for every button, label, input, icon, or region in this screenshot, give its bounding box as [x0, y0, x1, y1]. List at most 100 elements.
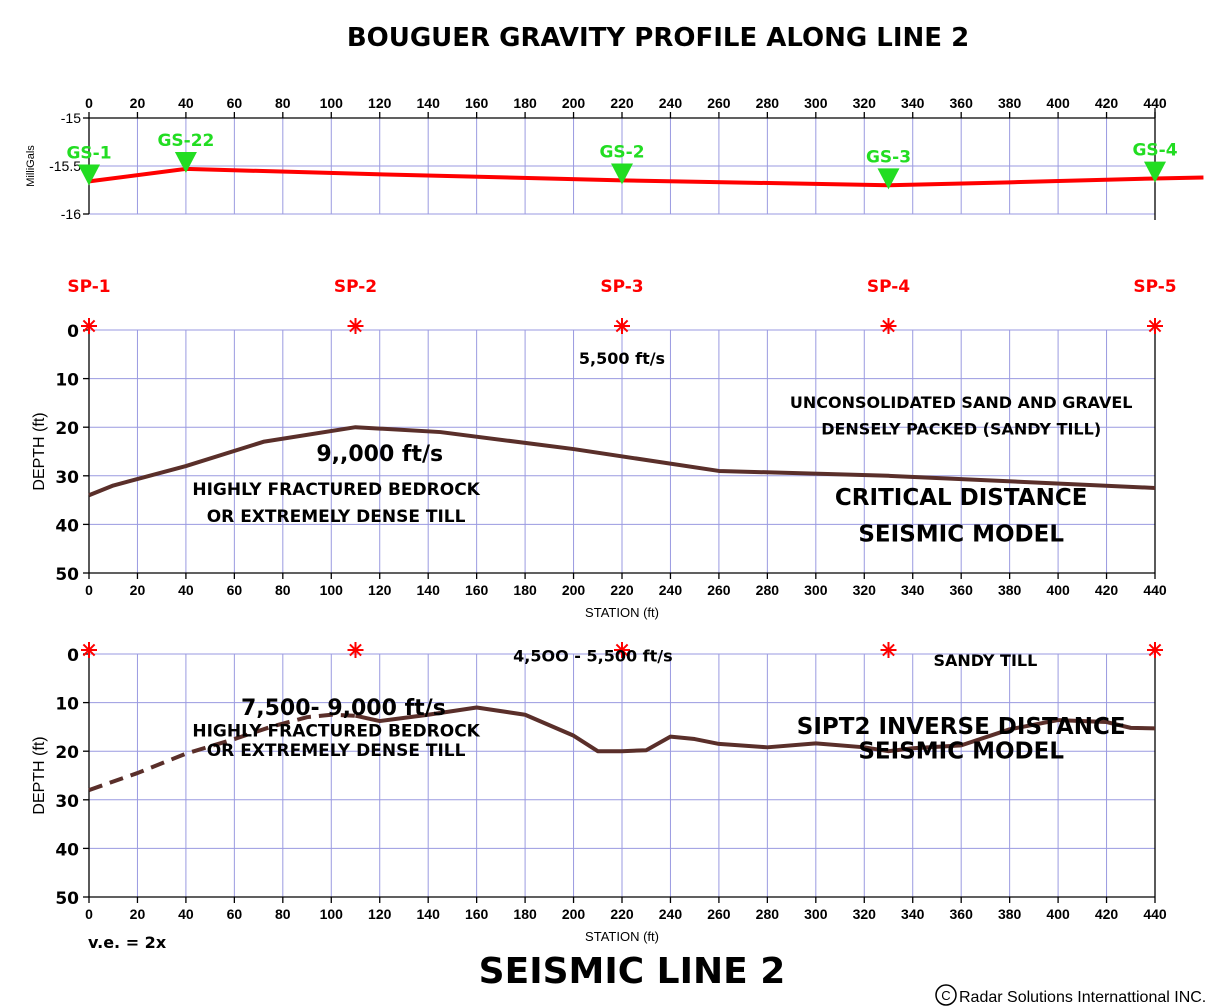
- shotpoint-marker: [81, 318, 97, 334]
- y-tick-label: 0: [67, 322, 79, 342]
- annotation-text: SIPT2 INVERSE DISTANCE: [797, 714, 1126, 740]
- x-tick-label: 20: [130, 95, 146, 111]
- annotation-text: OR EXTREMELY DENSE TILL: [207, 507, 466, 527]
- inverse-distance-chart: 0 20 40 60 80 100 120 140 160 180 200 220 240 260 280 3…: [31, 642, 1167, 944]
- x-tick-label: 340: [901, 582, 925, 598]
- gravity-station-marker: [174, 152, 197, 173]
- shotpoint-star-stroke: [349, 319, 362, 333]
- annotation-text: HIGHLY FRACTURED BEDROCK: [192, 480, 480, 500]
- shotpoint-star-stroke: [349, 643, 362, 657]
- gravity-station-marker: [1144, 161, 1166, 183]
- x-tick-label: 360: [950, 582, 974, 598]
- shotpoint-star-stroke: [615, 319, 629, 333]
- y-tick-label: 40: [55, 840, 79, 860]
- y-tick-label: 0: [67, 646, 79, 666]
- copyright-text: Radar Solutions Internattional INC.: [959, 989, 1206, 1006]
- gravity-station-label: GS-4: [1132, 141, 1177, 161]
- x-tick-label: 420: [1095, 906, 1119, 922]
- y-tick-label: 50: [55, 889, 79, 909]
- shotpoint-star-stroke: [1148, 319, 1162, 333]
- x-tick-label: 240: [659, 582, 683, 598]
- y-axis-label: DEPTH (ft): [31, 736, 48, 814]
- shotpoint-label: SP-1: [67, 277, 110, 297]
- x-tick-label: 280: [756, 906, 780, 922]
- gravity-station-marker: [611, 163, 633, 185]
- shotpoint-star-stroke: [615, 643, 629, 657]
- x-axis-label: STATION (ft): [585, 929, 659, 944]
- shotpoint-star-stroke: [1148, 643, 1162, 657]
- x-tick-label: 440: [1143, 582, 1167, 598]
- shotpoint-label: SP-5: [1133, 277, 1176, 297]
- shotpoint-marker: [614, 318, 630, 334]
- x-tick-label: 40: [178, 582, 194, 598]
- x-tick-label: 220: [610, 95, 634, 111]
- shotpoint-label: SP-4: [867, 277, 910, 297]
- vertical-exaggeration-note: v.e. = 2x: [88, 933, 167, 952]
- shotpoint-marker: [347, 318, 364, 334]
- x-tick-label: 240: [659, 95, 683, 111]
- gravity-profile-chart: 0 20 40 60 80 100 120 140 160 180 200 220 240 260 280 3…: [25, 95, 1204, 222]
- x-tick-label: 140: [417, 582, 441, 598]
- y-tick-label: 20: [55, 743, 79, 763]
- x-tick-label: 300: [804, 906, 828, 922]
- x-tick-label: 40: [178, 906, 194, 922]
- x-tick-label: 60: [227, 95, 243, 111]
- gravity-station-label: GS-1: [66, 143, 111, 163]
- x-tick-label: 320: [853, 95, 877, 111]
- x-tick-label: 180: [513, 95, 537, 111]
- y-tick-label: 20: [55, 419, 79, 439]
- gravity-station-label: GS-3: [866, 147, 911, 167]
- x-tick-label: 0: [85, 95, 93, 111]
- x-tick-label: 400: [1046, 582, 1070, 598]
- x-tick-label: 60: [227, 582, 243, 598]
- x-tick-label: 120: [368, 906, 392, 922]
- x-tick-label: 100: [320, 582, 344, 598]
- x-tick-label: 160: [465, 582, 489, 598]
- copyright-circle: [935, 984, 957, 1006]
- x-tick-label: 340: [901, 906, 925, 922]
- shotpoint-label: SP-3: [600, 277, 643, 297]
- x-tick-label: 0: [85, 906, 93, 922]
- x-tick-label: 240: [659, 906, 683, 922]
- x-tick-label: 440: [1143, 95, 1167, 111]
- annotation-text: 7,500- 9,000 ft/s: [241, 696, 446, 721]
- x-tick-label: 360: [950, 95, 974, 111]
- x-tick-label: 120: [368, 95, 392, 111]
- shotpoint-marker: [347, 642, 364, 658]
- annotation-text: HIGHLY FRACTURED BEDROCK: [192, 722, 480, 742]
- x-tick-label: 140: [417, 906, 441, 922]
- x-tick-label: 280: [756, 582, 780, 598]
- annotation-text: SANDY TILL: [933, 651, 1037, 670]
- inverse-axes: 0 20 40 60 80 100 120 140 160 180 200 220 240 260 280 3…: [31, 646, 1167, 944]
- x-tick-label: 180: [513, 582, 537, 598]
- inverse-annotations: 4,5OO - 5,500 ft/s SANDY TILL 7,500- 9,000…: [192, 646, 1125, 764]
- x-tick-label: 140: [417, 95, 441, 111]
- inverse-grid: [88, 653, 1156, 898]
- critical-shotpoints: SP-1 SP-2 SP-3 SP-4 SP-5: [67, 277, 1177, 334]
- x-tick-label: 160: [465, 95, 489, 111]
- y-tick-label: 30: [55, 468, 79, 488]
- shotpoint-star-stroke: [82, 643, 96, 657]
- shotpoint-marker: [880, 318, 897, 334]
- x-tick-label: 300: [804, 95, 828, 111]
- critical-annotations: 5,500 ft/s UNCONSOLIDATED SAND AND GRAVEL…: [192, 349, 1132, 547]
- y-tick-label: 40: [55, 516, 79, 536]
- x-tick-label: 320: [853, 906, 877, 922]
- x-tick-label: 260: [707, 906, 731, 922]
- annotation-text: DENSELY PACKED (SANDY TILL): [821, 419, 1101, 438]
- inverse-shotpoints: [81, 642, 1163, 658]
- y-tick-label: -16: [61, 206, 81, 222]
- y-tick-label: 50: [55, 565, 79, 585]
- annotation-text: SEISMIC MODEL: [858, 521, 1064, 547]
- copyright-symbol: C: [941, 988, 950, 1003]
- x-tick-label: 60: [227, 906, 243, 922]
- x-tick-label: 420: [1095, 582, 1119, 598]
- annotation-text: OR EXTREMELY DENSE TILL: [207, 741, 466, 761]
- shotpoint-star-stroke: [882, 319, 895, 333]
- annotation-text: SEISMIC MODEL: [858, 738, 1064, 764]
- x-tick-label: 100: [320, 95, 344, 111]
- x-tick-label: 260: [707, 582, 731, 598]
- y-axis-label: DEPTH (ft): [31, 412, 48, 490]
- critical-axes: 0 20 40 60 80 100 120 140 160 180 200 220 240 260 280 3…: [31, 322, 1167, 620]
- x-tick-label: 380: [998, 95, 1022, 111]
